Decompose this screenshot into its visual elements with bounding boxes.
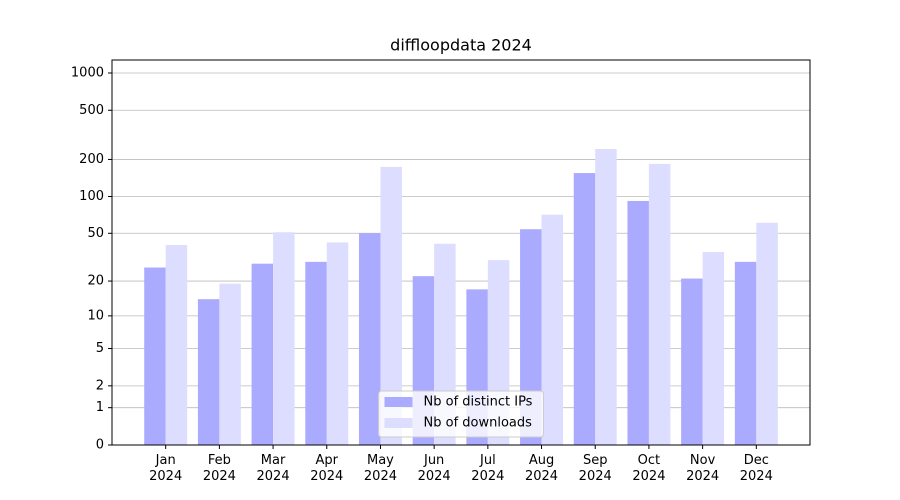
bar: [734, 261, 757, 445]
y-tick-label: 500: [79, 103, 104, 118]
y-tick-label: 0: [96, 438, 104, 453]
bar: [219, 283, 241, 445]
legend-swatch: [384, 397, 413, 407]
y-tick-label: 50: [87, 226, 104, 241]
x-tick-label: Feb 2024: [202, 453, 236, 484]
legend-box: [378, 390, 544, 438]
x-tick-label: Jan 2024: [149, 453, 183, 484]
x-tick-label: Aug 2024: [524, 453, 559, 484]
y-tick-label: 1: [96, 400, 104, 415]
bar: [681, 278, 703, 445]
x-tick-label: Mar 2024: [256, 453, 290, 484]
bar: [197, 299, 220, 445]
bar: [165, 245, 188, 445]
x-tick-label: Apr 2024: [310, 453, 344, 484]
bar: [358, 233, 381, 445]
bar: [541, 214, 564, 445]
bar: [380, 166, 402, 446]
y-tick-label: 20: [87, 274, 104, 289]
bar: [144, 267, 166, 445]
x-tick-label: Dec 2024: [739, 453, 773, 484]
bar: [595, 148, 617, 446]
x-tick-label: Jun 2024: [417, 453, 451, 484]
bar: [573, 173, 596, 445]
bar: [305, 261, 327, 445]
legend-swatch: [384, 418, 413, 428]
bar: [627, 200, 649, 445]
bar: [756, 222, 778, 445]
y-tick-label: 10: [87, 308, 104, 323]
x-tick-label: May 2024: [363, 453, 397, 484]
y-tick-label: 200: [79, 152, 104, 167]
legend-label: Nb of distinct IPs: [424, 395, 533, 410]
y-tick-label: 100: [79, 189, 104, 204]
bar: [648, 163, 671, 446]
x-tick-label: Sep 2024: [578, 453, 612, 484]
plot-frame: [111, 59, 811, 446]
bar: [326, 242, 349, 445]
x-tick-label: Oct 2024: [632, 453, 666, 484]
x-tick-label: Jul 2024: [471, 453, 505, 484]
x-tick-label: Nov 2024: [686, 453, 720, 484]
y-tick-label: 2: [96, 378, 104, 393]
chart-title: diffloopdata 2024: [390, 36, 532, 55]
bar: [251, 263, 274, 445]
bar: [273, 232, 295, 445]
bar: [702, 252, 725, 445]
y-tick-label: 5: [96, 341, 104, 356]
y-tick-label: 1000: [71, 65, 104, 80]
legend-label: Nb of downloads: [424, 416, 533, 431]
